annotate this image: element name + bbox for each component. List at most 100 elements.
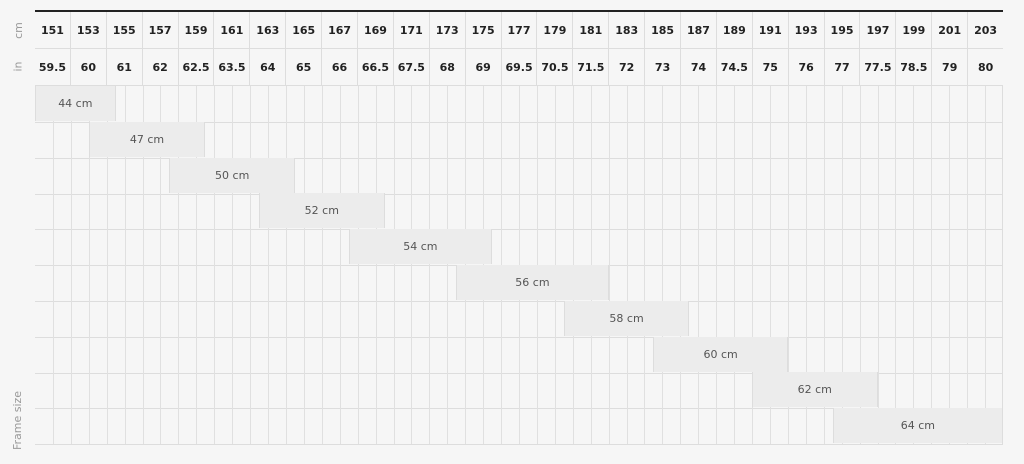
grid-line — [698, 193, 700, 230]
height-cm-cell: 151 — [35, 12, 71, 48]
grid-line — [644, 229, 646, 266]
grid-line — [752, 300, 754, 337]
grid-line — [447, 408, 449, 445]
grid-line — [698, 372, 700, 409]
grid-line — [501, 300, 503, 337]
grid-line — [142, 408, 144, 445]
grid-line — [160, 265, 162, 301]
grid-line — [52, 265, 54, 301]
grid-line — [250, 300, 252, 337]
grid-line — [124, 157, 126, 194]
grid-line — [483, 86, 485, 122]
grid-line — [787, 121, 789, 158]
grid-line — [357, 300, 359, 337]
grid-line — [787, 408, 789, 445]
grid-line — [70, 121, 72, 158]
grid-line — [895, 229, 897, 266]
grid-line — [787, 300, 789, 337]
height-cm-cell: 179 — [537, 12, 574, 48]
height-cm-cell: 185 — [645, 12, 682, 48]
grid-line — [232, 121, 234, 158]
grid-line — [429, 193, 431, 230]
frame-row: 58 cm — [35, 300, 1003, 338]
grid-line — [949, 86, 951, 122]
grid-line — [644, 372, 646, 409]
grid-line — [214, 300, 216, 337]
grid-line — [52, 336, 54, 373]
grid-line — [232, 229, 234, 266]
grid-line — [357, 121, 359, 158]
grid-line — [321, 86, 323, 122]
grid-line — [268, 300, 270, 337]
height-in-cell: 59.5 — [35, 49, 71, 85]
grid-line — [841, 193, 843, 230]
grid-line — [429, 157, 431, 194]
grid-line — [357, 157, 359, 194]
grid-line — [752, 86, 754, 122]
grid-line — [985, 372, 987, 409]
grid-line — [393, 265, 395, 301]
grid-line — [214, 265, 216, 301]
grid-line — [895, 121, 897, 158]
grid-line — [178, 408, 180, 445]
grid-line — [985, 121, 987, 158]
grid-line — [698, 157, 700, 194]
grid-line — [285, 336, 287, 373]
grid-line — [554, 157, 556, 194]
grid-line — [913, 372, 915, 409]
height-in-cell: 74 — [681, 49, 717, 85]
grid-line — [357, 336, 359, 373]
grid-line — [70, 193, 72, 230]
grid-line — [160, 408, 162, 445]
grid-line — [411, 157, 413, 194]
grid-line — [644, 86, 646, 122]
grid-line — [52, 408, 54, 445]
grid-line — [285, 229, 287, 266]
grid-line — [734, 372, 736, 409]
grid-line — [447, 265, 449, 301]
grid-line — [752, 157, 754, 194]
grid-line — [339, 336, 341, 373]
grid-line — [554, 336, 556, 373]
frame-size-bar: 62 cm — [752, 372, 878, 408]
grid-line — [106, 408, 108, 445]
frame-size-bar: 50 cm — [169, 157, 295, 193]
grid-line — [734, 265, 736, 301]
grid-line — [232, 372, 234, 409]
grid-line — [70, 408, 72, 445]
grid-line — [626, 336, 628, 373]
grid-line — [823, 408, 825, 445]
grid-line — [554, 86, 556, 122]
grid-line — [716, 86, 718, 122]
grid-line — [716, 229, 718, 266]
grid-line — [250, 408, 252, 445]
grid-line — [769, 229, 771, 266]
height-in-cell: 70.5 — [537, 49, 574, 85]
grid-line — [841, 157, 843, 194]
height-in-cell: 72 — [609, 49, 646, 85]
grid-line — [178, 300, 180, 337]
grid-line — [124, 300, 126, 337]
grid-line — [88, 372, 90, 409]
grid-line — [913, 157, 915, 194]
grid-line — [931, 265, 933, 301]
grid-line — [519, 121, 520, 158]
grid-line — [590, 408, 592, 445]
grid-line — [805, 300, 807, 337]
grid-line — [429, 372, 431, 409]
grid-line — [124, 372, 126, 409]
grid-line — [536, 86, 538, 122]
grid-line — [877, 229, 879, 266]
grid-line — [339, 121, 341, 158]
grid-line — [680, 121, 682, 158]
grid-line — [590, 372, 592, 409]
grid-line — [303, 265, 305, 301]
grid-line — [716, 193, 718, 230]
grid-line — [895, 372, 897, 409]
grid-line — [769, 157, 771, 194]
height-cm-cell: 157 — [143, 12, 179, 48]
grid-line — [626, 121, 628, 158]
grid-line — [644, 121, 646, 158]
grid-line — [519, 86, 520, 122]
grid-line — [536, 408, 538, 445]
